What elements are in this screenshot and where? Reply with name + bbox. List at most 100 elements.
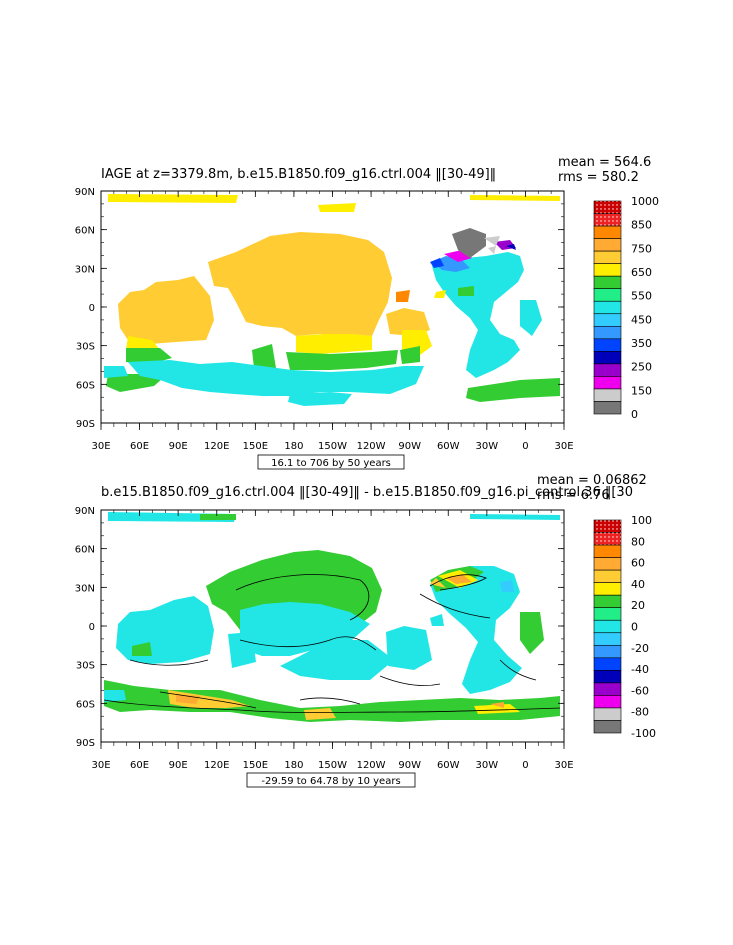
- p1-lon-label: 30W: [476, 441, 499, 452]
- p1-lon-label: 150W: [318, 441, 347, 452]
- panel-1-range-label: 16.1 to 706 by 50 years: [271, 458, 391, 469]
- p2-lat-label: 90N: [75, 506, 95, 517]
- p2-colorbar-label: 0: [631, 621, 638, 634]
- p1-lat-label: 60S: [76, 380, 95, 391]
- p2-colorbar-label: 60: [631, 557, 645, 570]
- p2-lon-label: 90E: [169, 760, 188, 771]
- p1-lat-label: 90S: [76, 419, 95, 430]
- p1-lon-label: 90E: [169, 441, 188, 452]
- p1-lon-label: 150E: [243, 441, 268, 452]
- p1-colorbar-label: 150: [631, 384, 652, 397]
- p1-colorbar-label: 250: [631, 361, 652, 374]
- p2-colorbar-swatch: [593, 707, 622, 721]
- p2-lon-label: 30E: [91, 760, 110, 771]
- panel-1-map-field: [104, 194, 560, 406]
- panel-1: IAGE at z=3379.8m, b.e15.B1850.f09_g16.c…: [75, 155, 659, 470]
- p2-colorbar-label: 80: [631, 535, 645, 548]
- panel-2-range-label: -29.59 to 64.78 by 10 years: [261, 776, 400, 787]
- p1-colorbar-swatch: [593, 288, 622, 302]
- p2-lat-label: 0: [89, 622, 95, 633]
- p2-colorbar-stipple: [594, 520, 621, 533]
- panel-2: b.e15.B1850.f09_g16.ctrl.004 ‖[30-49]‖ -…: [75, 473, 656, 788]
- p1-colorbar-swatch: [593, 300, 622, 315]
- p2-colorbar-swatch: [593, 670, 622, 684]
- panel-1-rms: rms = 580.2: [558, 170, 639, 185]
- p2-lon-label: 150E: [243, 760, 268, 771]
- panel-2-mean: mean = 0.06862: [537, 473, 647, 488]
- panel-1-colorbar: 1000 850 750 650 550 450 350 250 150 0: [593, 195, 659, 421]
- p1-colorbar-label: 450: [631, 313, 652, 326]
- p2-lon-label: 60W: [437, 760, 460, 771]
- p1-colorbar-swatch: [593, 401, 622, 415]
- p1-colorbar-swatch: [593, 351, 622, 365]
- p2-colorbar-swatch: [593, 682, 622, 696]
- panel-1-mean: mean = 564.6: [558, 155, 651, 170]
- p2-lat-label: 30N: [75, 583, 95, 594]
- p2-colorbar-label: 20: [631, 599, 645, 612]
- p2-lat-label: 90S: [76, 738, 95, 749]
- p2-colorbar-swatch: [593, 657, 622, 671]
- p2-colorbar-swatch: [593, 619, 622, 634]
- panel-2-map-field: [104, 512, 560, 722]
- p2-colorbar-swatch: [593, 632, 622, 646]
- p1-colorbar-swatch: [593, 263, 622, 277]
- p2-colorbar-label: -80: [631, 706, 649, 719]
- p1-lat-label: 0: [89, 303, 95, 314]
- p1-lon-label: 0: [522, 441, 528, 452]
- p1-lat-label: 30N: [75, 264, 95, 275]
- panel-1-title: IAGE at z=3379.8m, b.e15.B1850.f09_g16.c…: [101, 167, 496, 182]
- p1-colorbar-label: 550: [631, 290, 652, 303]
- p1-lon-label: 30E: [554, 441, 573, 452]
- p1-lon-label: 120E: [204, 441, 229, 452]
- p1-colorbar-label: 850: [631, 219, 652, 232]
- p1-lon-label: 30E: [91, 441, 110, 452]
- p1-colorbar-swatch: [593, 363, 622, 377]
- panel-2-axes: 90N 60N 30N 0 30S 60S 90S 30E 60E 90E 120E 150E 180 1…: [75, 506, 574, 771]
- p1-colorbar-label: 650: [631, 266, 652, 279]
- p1-colorbar-label: 0: [631, 408, 638, 421]
- p2-lon-label: 180: [284, 760, 303, 771]
- p2-colorbar-swatch: [593, 557, 622, 571]
- p2-colorbar-label: 100: [631, 514, 652, 527]
- p2-colorbar-swatch: [593, 582, 622, 596]
- p2-lat-label: 30S: [76, 661, 95, 672]
- p2-colorbar-label: -40: [631, 663, 649, 676]
- p1-colorbar-stipple: [594, 201, 621, 214]
- p1-lon-label: 60E: [130, 441, 149, 452]
- p2-colorbar-label: 40: [631, 578, 645, 591]
- p1-lon-label: 60W: [437, 441, 460, 452]
- panel-2-colorbar: 100 80 60 40 20 0 -20 -40 -60 -80 -100: [593, 514, 656, 740]
- p1-colorbar-swatch: [593, 338, 622, 352]
- p2-lon-label: 30W: [476, 760, 499, 771]
- p2-lon-label: 0: [522, 760, 528, 771]
- p2-colorbar-swatch: [593, 644, 622, 659]
- p1-colorbar-swatch: [593, 275, 622, 290]
- p2-lon-label: 150W: [318, 760, 347, 771]
- p1-colorbar-label: 1000: [631, 195, 659, 208]
- p2-colorbar-swatch: [593, 695, 622, 709]
- panel-1-range-box: [257, 454, 405, 470]
- p2-lon-label: 60E: [130, 760, 149, 771]
- p2-colorbar-swatch: [593, 607, 622, 621]
- panel-2-rms: rms = 6.76: [537, 488, 610, 503]
- p1-lat-label: 90N: [75, 187, 95, 198]
- p1-colorbar-swatch: [593, 376, 622, 390]
- panel-2-contours: [103, 574, 561, 713]
- p1-colorbar-label: 350: [631, 337, 652, 350]
- p2-colorbar-swatch: [593, 569, 622, 583]
- p2-lat-label: 60S: [76, 699, 95, 710]
- panel-2-range-box: [246, 772, 416, 788]
- p2-colorbar-swatch: [593, 720, 622, 734]
- p2-colorbar-stipple: [594, 532, 621, 546]
- panel-1-axes: 90N 60N 30N 0 30S 60S 90S 30E 60E 90E 120E 150E 180 1…: [75, 187, 574, 452]
- p1-colorbar-swatch: [593, 325, 622, 340]
- p2-colorbar-swatch: [593, 594, 622, 609]
- p1-lon-label: 120W: [357, 441, 386, 452]
- p2-lon-label: 30E: [554, 760, 573, 771]
- p2-colorbar-label: -100: [631, 727, 656, 740]
- p1-colorbar-swatch: [593, 313, 622, 327]
- p2-lon-label: 120W: [357, 760, 386, 771]
- p1-colorbar-label: 750: [631, 242, 652, 255]
- p2-colorbar-swatch: [593, 544, 622, 558]
